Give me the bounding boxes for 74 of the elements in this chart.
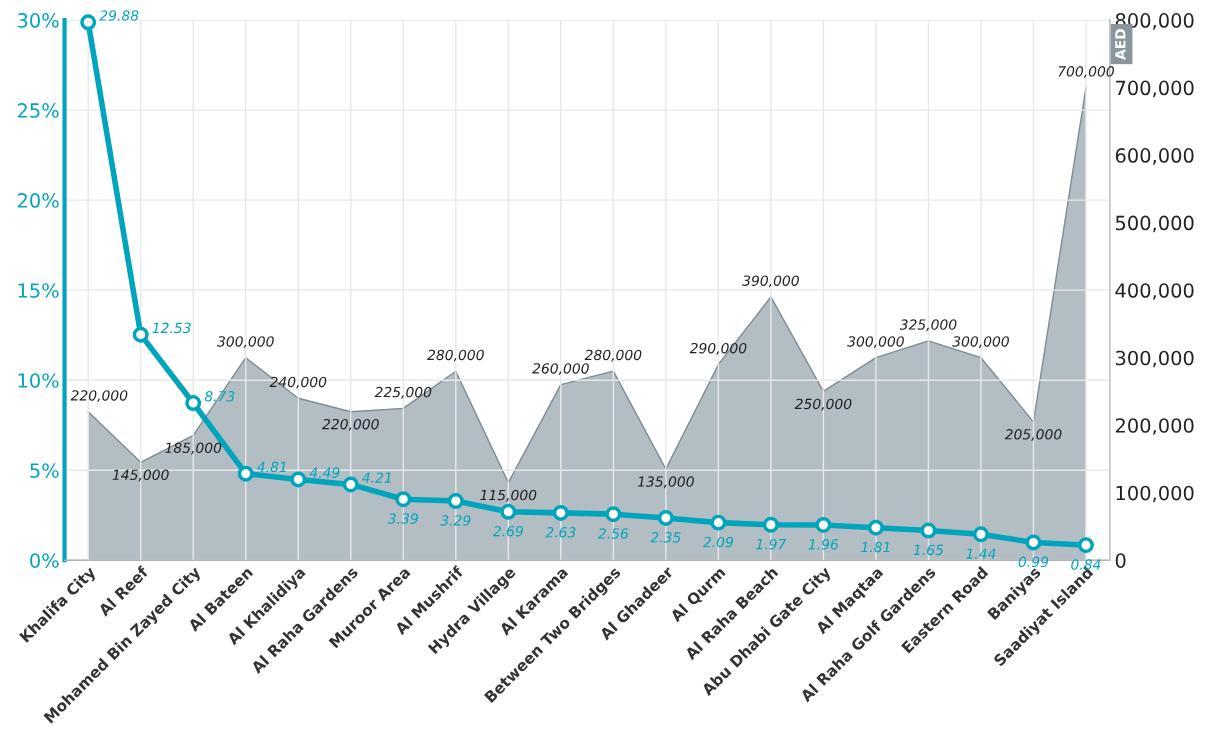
data-label: 300,000 — [847, 336, 904, 349]
y-tick-label: 25% — [17, 103, 59, 118]
point — [1025, 534, 1042, 551]
data-label: 4.81 — [257, 461, 286, 473]
y2-tick-label: 0 — [1115, 553, 1126, 568]
data-label: 325,000 — [899, 319, 957, 332]
point — [447, 493, 464, 509]
data-label: 2.56 — [597, 528, 629, 539]
point — [762, 516, 779, 533]
data-label: 2.69 — [492, 525, 523, 537]
point — [920, 522, 937, 539]
y2-tick-label: 300,000 — [1115, 350, 1194, 368]
data-label: 12.53 — [152, 322, 191, 334]
data-label: 135,000 — [637, 476, 694, 489]
data-label: 2.35 — [650, 532, 681, 543]
point — [605, 506, 622, 523]
data-label: 29.88 — [99, 10, 139, 21]
y-tick-label: 5% — [30, 463, 59, 478]
point — [867, 519, 884, 536]
data-label: 290,000 — [689, 342, 747, 355]
data-label: 250,000 — [794, 398, 852, 411]
data-label: 4.49 — [309, 467, 340, 478]
point — [342, 476, 359, 493]
y-tick-label: 30% — [17, 13, 59, 28]
data-label: 1.44 — [966, 548, 996, 559]
data-label: 1.65 — [913, 544, 944, 556]
point — [132, 326, 149, 343]
data-label: 240,000 — [269, 376, 327, 389]
y-tick-label: 20% — [17, 193, 59, 208]
data-label: 185,000 — [165, 442, 222, 455]
data-label: 0.99 — [1018, 556, 1049, 568]
data-label: 220,000 — [70, 390, 128, 403]
y2-tick-label: 500,000 — [1115, 215, 1194, 233]
data-label: 3.39 — [387, 513, 418, 524]
data-label: 300,000 — [952, 336, 1009, 349]
data-label: 220,000 — [322, 418, 379, 431]
point — [657, 509, 674, 526]
data-label: 115,000 — [480, 489, 537, 502]
data-label: 2.63 — [545, 527, 576, 538]
data-label: 205,000 — [1004, 429, 1062, 441]
point — [80, 14, 97, 31]
data-label: 8.73 — [204, 391, 235, 402]
y-tick-label: 10% — [18, 373, 59, 388]
point — [972, 526, 989, 543]
y-tick-label: 0% — [30, 553, 59, 568]
data-label: 280,000 — [427, 349, 484, 362]
point — [1077, 537, 1094, 554]
point — [710, 514, 727, 531]
y2-tick-label: 600,000 — [1115, 148, 1194, 165]
point — [185, 395, 202, 412]
y-tick-label: 15% — [18, 283, 59, 298]
data-label: 260,000 — [532, 363, 589, 376]
point — [500, 503, 517, 520]
data-label: 1.97 — [756, 538, 787, 550]
point — [237, 465, 254, 482]
data-label: 4.21 — [362, 472, 391, 483]
point — [815, 516, 832, 533]
point — [395, 491, 412, 508]
data-label: 2.09 — [702, 536, 733, 548]
data-label: 1.96 — [808, 539, 839, 550]
data-label: 3.29 — [440, 515, 471, 526]
y2-tick-label: 400,000 — [1115, 283, 1194, 300]
data-label: 700,000 — [1058, 66, 1114, 79]
data-label: 390,000 — [742, 275, 799, 288]
y2-tick-label: 200,000 — [1115, 418, 1194, 435]
data-label: 280,000 — [584, 349, 642, 362]
y2-tick-label: 700,000 — [1116, 80, 1194, 98]
y2-axis-title: AED — [1115, 28, 1126, 60]
data-label: 1.81 — [861, 541, 890, 553]
data-label: 300,000 — [217, 336, 274, 349]
data-label: 145,000 — [112, 469, 169, 482]
point — [552, 504, 569, 521]
y2-tick-label: 100,000 — [1116, 485, 1194, 503]
point — [290, 471, 307, 488]
